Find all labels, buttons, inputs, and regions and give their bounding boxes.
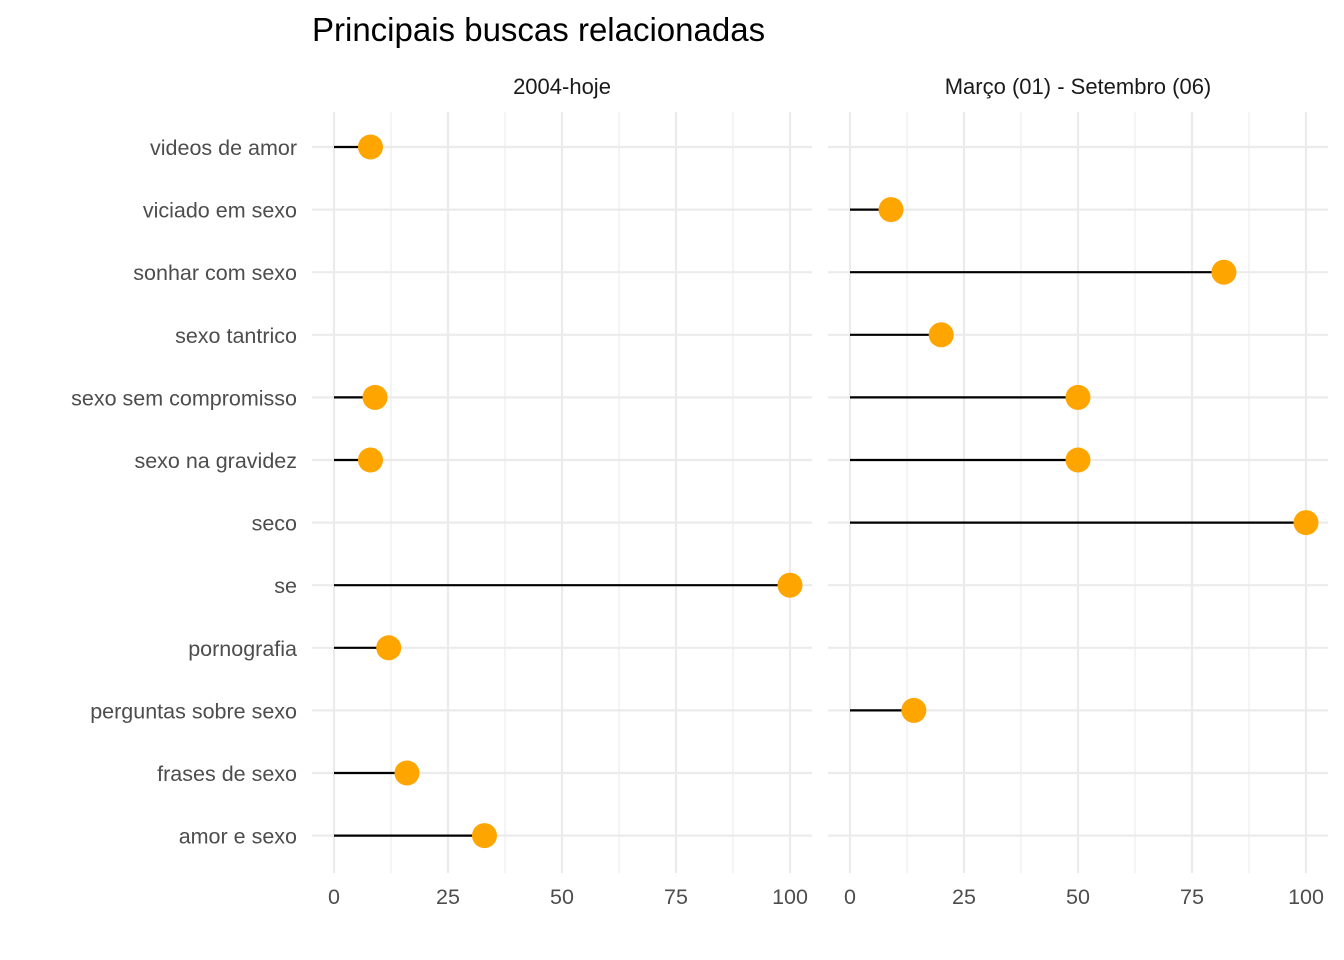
lollipop-point-videos-de-amor (357, 134, 383, 160)
category-label-sonhar-com-sexo: sonhar com sexo (133, 261, 297, 285)
lollipop-point-se (777, 572, 803, 598)
category-label-pornografia: pornografia (188, 637, 297, 661)
lollipop-point-sexo-sem-compromisso (362, 384, 388, 410)
panel-marco-setembro: Março (01) - Setembro (06) 0 25 50 75 100 (828, 74, 1328, 909)
lollipop-point-amor-e-sexo (471, 823, 497, 849)
lollipop-point-sexo-tantrico (928, 322, 954, 348)
x-tick-label: 25 (952, 885, 976, 909)
lollipop-point-perguntas-sobre-sexo (901, 697, 927, 723)
lollipop-point-seco (1293, 510, 1319, 536)
x-tick-label: 0 (328, 885, 340, 909)
lollipop-point-viciado-em-sexo (878, 197, 904, 223)
lollipop-point-sonhar-com-sexo (1211, 259, 1237, 285)
x-tick-label: 75 (664, 885, 688, 909)
category-label-sexo-tantrico: sexo tantrico (175, 324, 297, 348)
x-tick-label: 50 (1066, 885, 1090, 909)
category-label-videos-de-amor: videos de amor (150, 136, 297, 160)
category-label-sexo-sem-compromisso: sexo sem compromisso (71, 386, 297, 410)
panel-label-2004-hoje: 2004-hoje (513, 74, 611, 99)
x-tick-label: 25 (436, 885, 460, 909)
x-tick-label: 50 (550, 885, 574, 909)
category-label-viciado-em-sexo: viciado em sexo (143, 199, 297, 223)
category-label-seco: seco (252, 512, 297, 536)
x-tick-label: 0 (844, 885, 856, 909)
lollipop-point-pornografia (376, 635, 402, 661)
x-tick-label: 75 (1180, 885, 1204, 909)
lollipop-point-sexo-na-gravidez (357, 447, 383, 473)
lollipop-point-sexo-sem-compromisso (1065, 384, 1091, 410)
panel-label-marco-setembro: Março (01) - Setembro (06) (945, 74, 1212, 99)
category-axis: videos de amor viciado em sexo sonhar com … (71, 136, 297, 849)
lollipop-point-sexo-na-gravidez (1065, 447, 1091, 473)
category-label-sexo-na-gravidez: sexo na gravidez (134, 449, 297, 473)
category-label-perguntas-sobre-sexo: perguntas sobre sexo (90, 699, 297, 723)
panel-2004-hoje: 2004-hoje 0 25 50 75 100 (312, 74, 812, 909)
lollipop-point-frases-de-sexo (394, 760, 420, 786)
x-tick-label: 100 (772, 885, 808, 909)
category-label-se: se (274, 574, 297, 598)
x-tick-label: 100 (1288, 885, 1324, 909)
category-label-frases-de-sexo: frases de sexo (157, 762, 297, 786)
category-label-amor-e-sexo: amor e sexo (179, 825, 297, 849)
chart-title: Principais buscas relacionadas (312, 11, 765, 48)
